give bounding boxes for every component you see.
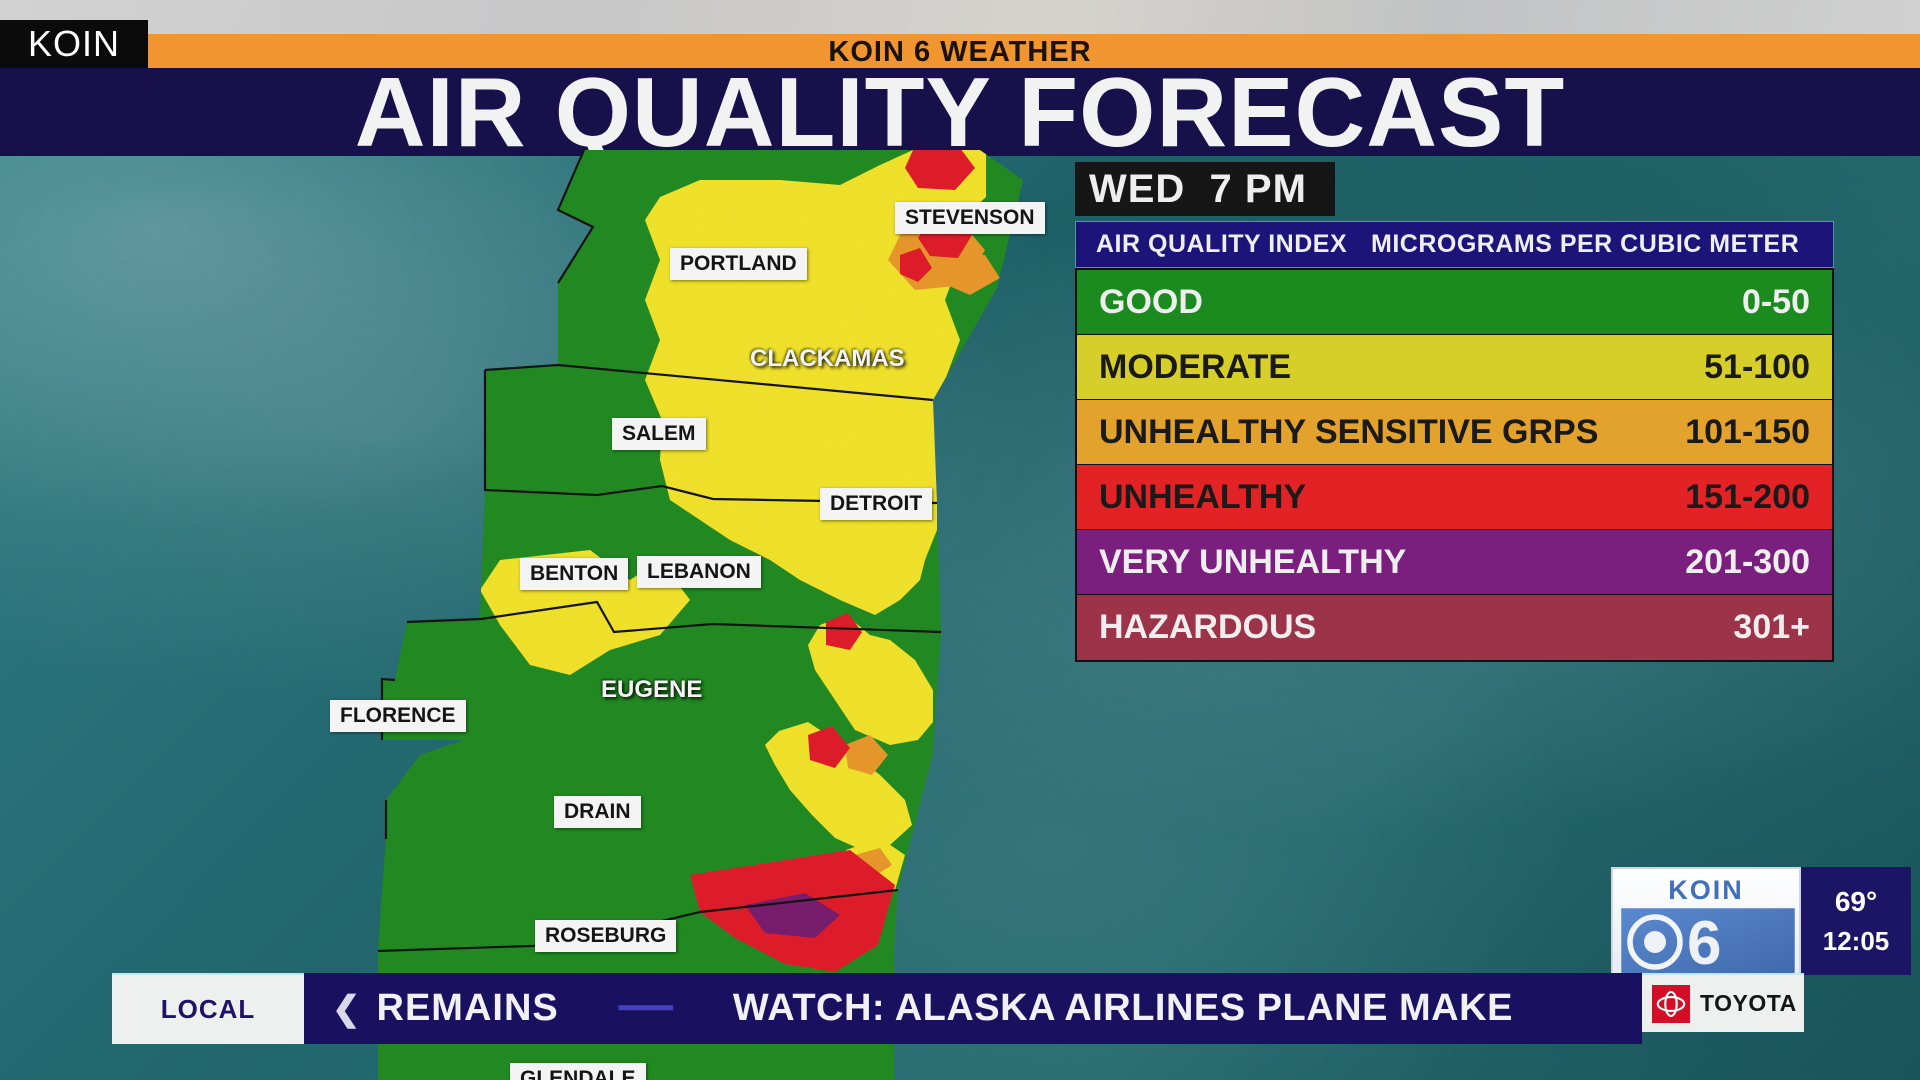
- svg-text:6: 6: [1687, 909, 1721, 976]
